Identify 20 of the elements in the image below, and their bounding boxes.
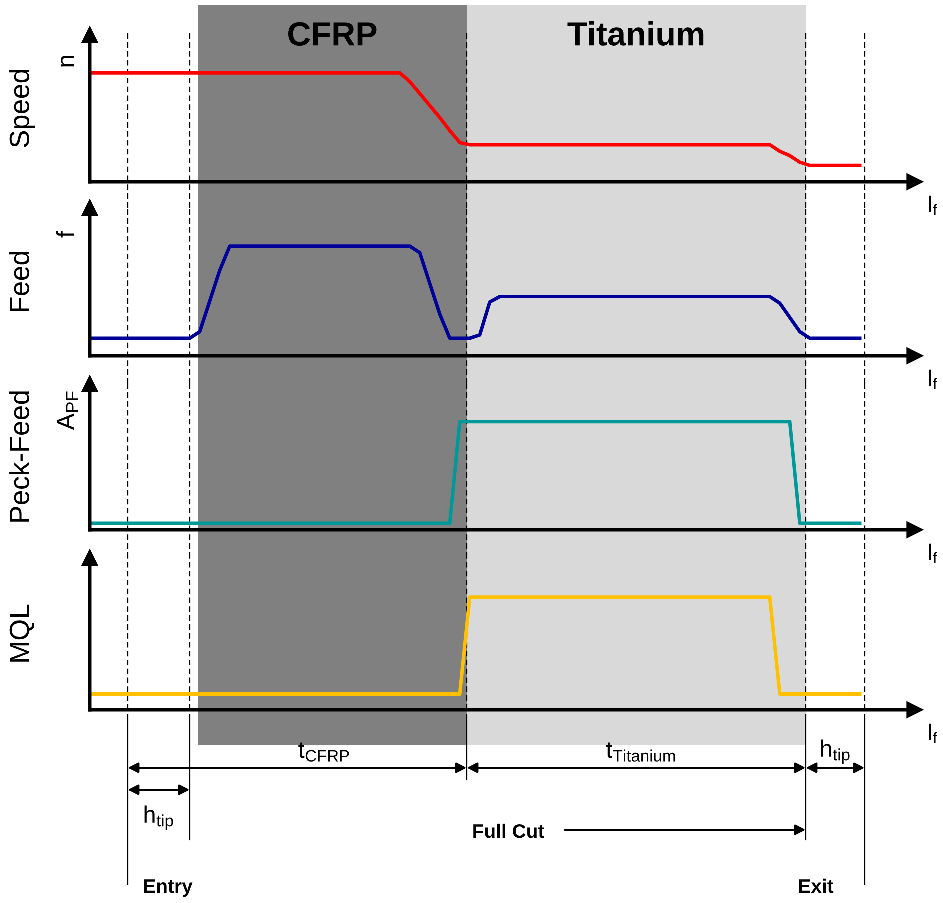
text: Full Cut <box>474 824 544 838</box>
y-axis-title: MQL <box>10 604 34 662</box>
text: CFRP <box>288 22 377 46</box>
text: t$_{CFRP}$ <box>298 742 350 762</box>
y-axis-title: Feed <box>9 252 30 312</box>
text: A$_{PF}$ <box>57 392 78 430</box>
text: Exit <box>799 878 834 894</box>
text: n <box>61 56 74 67</box>
text: f <box>56 231 74 238</box>
x-axis-title: l$_{f}$ <box>929 196 938 216</box>
text: h$_{tip}$ <box>821 740 850 764</box>
x-axis-title: l$_{f}$ <box>929 724 938 744</box>
text: Entry <box>144 880 193 898</box>
text: Titanium <box>568 21 704 46</box>
y-axis-title: Peck-Feed <box>9 392 30 522</box>
x-axis-title: l$_{f}$ <box>929 370 938 390</box>
x-axis-title: l$_{f}$ <box>929 544 938 564</box>
text: t$_{Titanium}$ <box>606 742 676 762</box>
text: h$_{tip}$ <box>144 806 174 830</box>
y-axis-title: Speed <box>9 70 35 148</box>
